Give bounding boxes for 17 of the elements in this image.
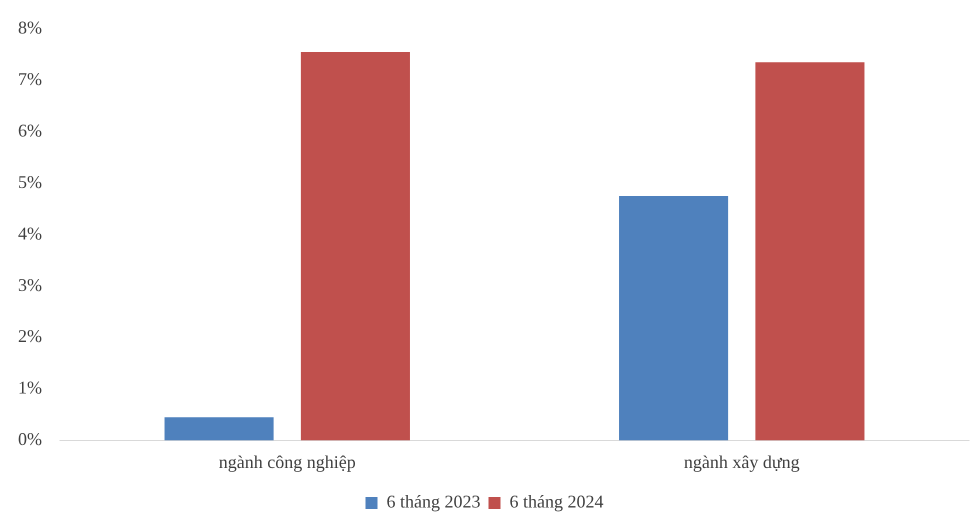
y-tick-label: 4% [18, 223, 42, 244]
bar [300, 52, 410, 440]
bar [755, 62, 864, 440]
bar [164, 417, 274, 440]
y-tick-label: 7% [18, 68, 42, 89]
y-tick-label: 3% [18, 274, 42, 295]
bar [619, 196, 728, 440]
y-tick-label: 1% [18, 378, 42, 398]
y-tick-label: 5% [18, 172, 42, 192]
y-tick-label: 8% [18, 18, 42, 38]
legend-label: 6 tháng 2023 [386, 492, 481, 512]
y-tick-label: 2% [18, 326, 42, 346]
legend-label: 6 tháng 2024 [510, 492, 604, 512]
x-tick-label: ngành xây dựng [684, 452, 800, 472]
x-tick-label: ngành công nghiệp [218, 452, 356, 472]
y-tick-label: 6% [18, 120, 42, 140]
y-tick-label: 0% [18, 429, 42, 450]
